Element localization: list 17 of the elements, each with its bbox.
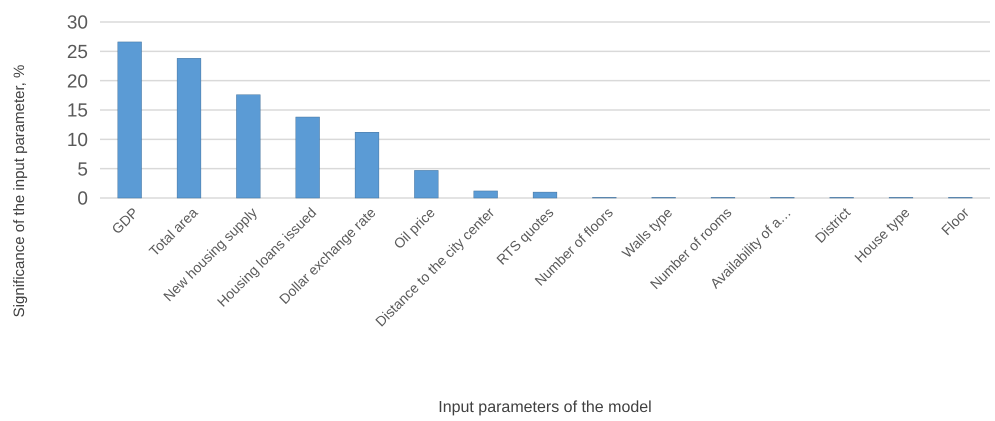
bar xyxy=(354,132,380,198)
bar xyxy=(176,58,202,198)
y-axis-title: Significance of the input parameter, % xyxy=(11,64,28,318)
y-tick-label: 5 xyxy=(77,159,88,180)
bar xyxy=(414,170,438,198)
bar xyxy=(474,190,498,198)
bar xyxy=(118,42,142,198)
x-axis-title: Input parameters of the model xyxy=(438,399,652,416)
y-tick-label: 25 xyxy=(66,42,88,63)
y-tick-label: 20 xyxy=(66,71,88,92)
y-tick-label: 30 xyxy=(66,12,88,34)
y-tick-label: 10 xyxy=(66,130,88,151)
bar xyxy=(236,94,260,198)
y-tick-label: 0 xyxy=(77,188,88,210)
bar xyxy=(532,192,558,198)
bar xyxy=(296,116,320,198)
y-tick-label: 15 xyxy=(66,100,88,122)
